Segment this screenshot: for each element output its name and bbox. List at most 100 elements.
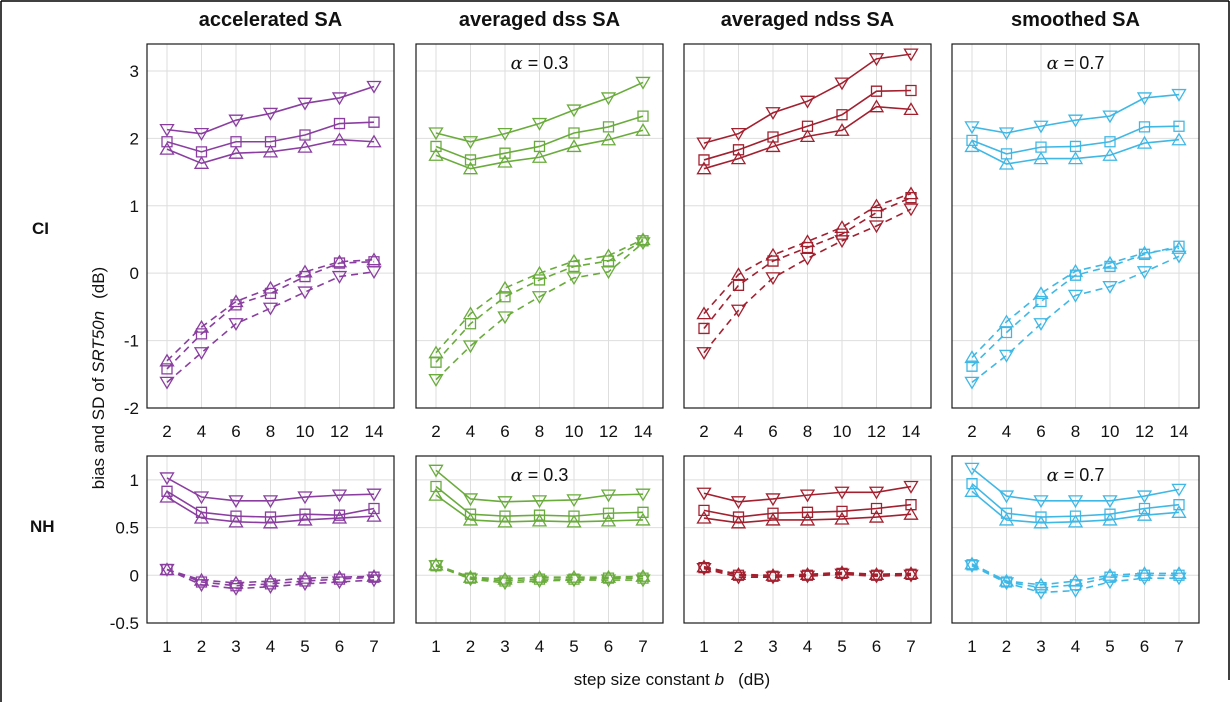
nh-series-line-dashed-square xyxy=(166,568,375,587)
data-point-tri-down xyxy=(262,107,279,121)
data-point-square xyxy=(836,109,848,121)
data-point-tri-down xyxy=(1033,120,1049,134)
data-point-tri-up xyxy=(428,147,444,161)
axes-box xyxy=(146,43,395,409)
data-point-tri-up xyxy=(566,569,582,583)
data-point-square xyxy=(801,506,814,518)
data-point-square xyxy=(732,279,745,291)
data-point-square xyxy=(870,502,883,515)
data-point-tri-up xyxy=(228,575,244,589)
data-point-tri-down xyxy=(964,121,980,135)
data-point-square xyxy=(1035,295,1047,308)
data-point-tri-down xyxy=(297,286,313,300)
data-point-tri-down xyxy=(1136,490,1153,504)
data-point-tri-up xyxy=(497,571,513,585)
data-point-tri-down xyxy=(834,568,850,582)
data-point-tri-down xyxy=(462,340,479,354)
x-tick-label: 4 xyxy=(734,422,743,441)
data-point-tri-up xyxy=(1171,566,1187,580)
data-point-tri-down xyxy=(497,577,513,591)
data-point-tri-up xyxy=(696,559,712,573)
x-tick-label: 12 xyxy=(599,422,618,441)
data-point-tri-up xyxy=(566,139,582,153)
data-point-tri-up xyxy=(868,99,885,113)
x-tick-label: 3 xyxy=(500,637,509,656)
data-point-tri-up xyxy=(834,220,850,233)
data-point-tri-down xyxy=(366,80,382,94)
data-point-square xyxy=(1138,502,1151,515)
x-tick-label: 2 xyxy=(197,637,206,656)
data-point-tri-down xyxy=(903,569,919,583)
x-axis-label-prefix: step size constant xyxy=(574,670,715,689)
data-point-tri-down xyxy=(868,486,885,500)
data-point-tri-down xyxy=(1136,266,1153,280)
x-tick-label: 7 xyxy=(638,637,647,656)
data-point-tri-up xyxy=(297,570,313,584)
x-axis-label-unit: (dB) xyxy=(738,670,770,689)
nh-series-line-solid-tri-up xyxy=(166,496,375,524)
data-point-tri-down xyxy=(366,574,382,588)
data-point-tri-down xyxy=(799,95,816,109)
data-point-tri-up xyxy=(1067,151,1084,165)
data-point-square xyxy=(161,363,173,375)
data-point-tri-down xyxy=(297,491,313,505)
data-point-tri-down xyxy=(262,495,279,509)
data-point-square xyxy=(1173,120,1185,132)
data-point-tri-down xyxy=(1067,495,1084,509)
y-tick-label: 0.5 xyxy=(115,519,139,538)
data-point-square xyxy=(161,136,173,148)
nh-series-line-solid-tri-up xyxy=(971,490,1180,524)
data-point-square xyxy=(767,131,779,143)
data-point-tri-up xyxy=(903,186,919,200)
ci-series-line-solid-square xyxy=(166,121,375,153)
data-point-square xyxy=(966,134,978,147)
data-point-square xyxy=(1104,136,1116,148)
ci-series-line-dashed-tri-up xyxy=(703,192,912,315)
data-point-tri-down xyxy=(635,488,651,502)
data-point-square xyxy=(637,110,649,122)
x-tick-label: 3 xyxy=(231,637,240,656)
y-tick-label: 3 xyxy=(130,62,139,81)
data-point-tri-down xyxy=(730,496,747,510)
data-point-tri-down xyxy=(159,123,175,137)
data-point-square xyxy=(905,192,917,204)
data-point-tri-down xyxy=(799,489,816,503)
nh-series-line-dashed-square xyxy=(435,564,643,582)
nh-series-line-dashed-tri-up xyxy=(435,564,644,580)
data-point-tri-down xyxy=(868,570,885,584)
data-point-tri-down xyxy=(998,127,1015,141)
data-point-tri-up xyxy=(868,509,885,523)
data-point-tri-up xyxy=(297,264,313,278)
data-point-square xyxy=(966,478,978,490)
ci-series-line-solid-tri-up xyxy=(971,138,1180,165)
data-point-tri-down xyxy=(600,489,617,503)
nh-series-line-dashed-square xyxy=(971,564,1179,589)
data-point-tri-up xyxy=(998,573,1015,587)
data-point-tri-down xyxy=(998,490,1015,504)
data-point-tri-up xyxy=(964,556,980,570)
ci-series-line-solid-square xyxy=(435,115,644,161)
data-point-square xyxy=(1000,148,1013,160)
data-point-tri-down xyxy=(462,573,479,587)
data-point-tri-down xyxy=(600,266,617,280)
axes-box xyxy=(415,455,664,624)
data-point-tri-up xyxy=(531,513,548,527)
data-point-tri-up xyxy=(635,512,651,526)
data-point-tri-down xyxy=(834,486,850,500)
data-point-square xyxy=(464,154,477,166)
data-point-tri-up xyxy=(799,129,816,142)
data-point-square xyxy=(533,140,546,153)
data-point-tri-up xyxy=(1067,514,1084,528)
data-point-tri-up xyxy=(331,254,348,268)
data-point-tri-down xyxy=(730,304,747,318)
data-point-tri-up xyxy=(696,306,712,320)
data-point-tri-down xyxy=(566,104,582,118)
data-point-tri-down xyxy=(696,347,712,361)
data-point-square xyxy=(905,84,917,97)
data-point-square xyxy=(1138,121,1151,133)
data-point-tri-down xyxy=(228,582,244,596)
data-point-tri-up xyxy=(159,489,175,503)
data-point-tri-down xyxy=(730,571,747,585)
data-point-square xyxy=(1173,499,1185,511)
